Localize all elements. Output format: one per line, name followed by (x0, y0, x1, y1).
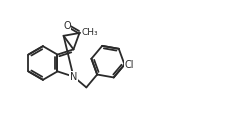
Text: CH₃: CH₃ (81, 28, 97, 37)
Text: Cl: Cl (124, 60, 134, 70)
Text: N: N (70, 72, 77, 82)
Text: O: O (63, 22, 70, 32)
